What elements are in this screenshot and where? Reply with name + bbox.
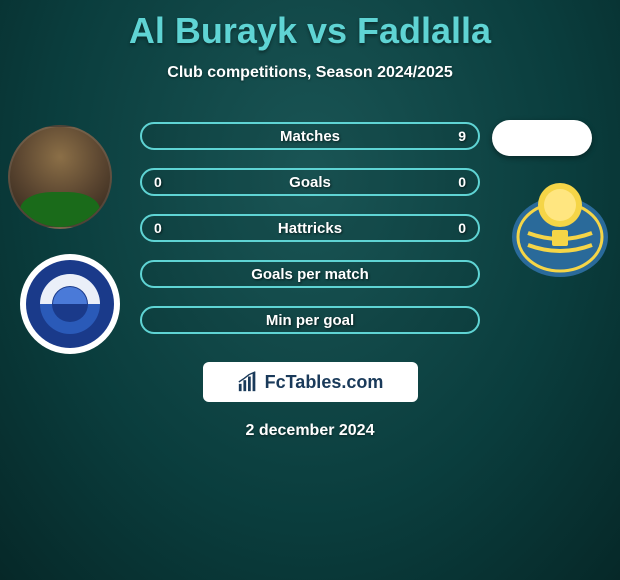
stat-right-value: 0 [458, 220, 466, 236]
stat-row-min-per-goal: Min per goal [140, 306, 480, 334]
stat-label: Goals [289, 174, 331, 191]
stat-label: Min per goal [266, 312, 354, 329]
stat-row-hattricks: 0 Hattricks 0 [140, 214, 480, 242]
stat-row-goals-per-match: Goals per match [140, 260, 480, 288]
date-text: 2 december 2024 [0, 422, 620, 440]
stat-label: Hattricks [278, 220, 342, 237]
site-name: FcTables.com [265, 372, 384, 393]
stat-right-value: 9 [458, 128, 466, 144]
club-right-crest [508, 175, 612, 279]
al-hilal-crest-icon [18, 252, 122, 356]
stat-label: Matches [280, 128, 340, 145]
club-left-crest [18, 252, 122, 356]
stat-left-value: 0 [154, 220, 162, 236]
page-title: Al Burayk vs Fadlalla [0, 0, 620, 52]
player-right-photo [492, 120, 592, 156]
stat-row-matches: Matches 9 [140, 122, 480, 150]
stat-label: Goals per match [251, 266, 369, 283]
al-gharafa-crest-icon [508, 175, 612, 279]
player-left-photo [8, 125, 112, 229]
stat-row-goals: 0 Goals 0 [140, 168, 480, 196]
subtitle: Club competitions, Season 2024/2025 [0, 64, 620, 82]
stat-left-value: 0 [154, 174, 162, 190]
chart-icon [237, 371, 259, 393]
site-badge[interactable]: FcTables.com [203, 362, 418, 402]
stat-right-value: 0 [458, 174, 466, 190]
